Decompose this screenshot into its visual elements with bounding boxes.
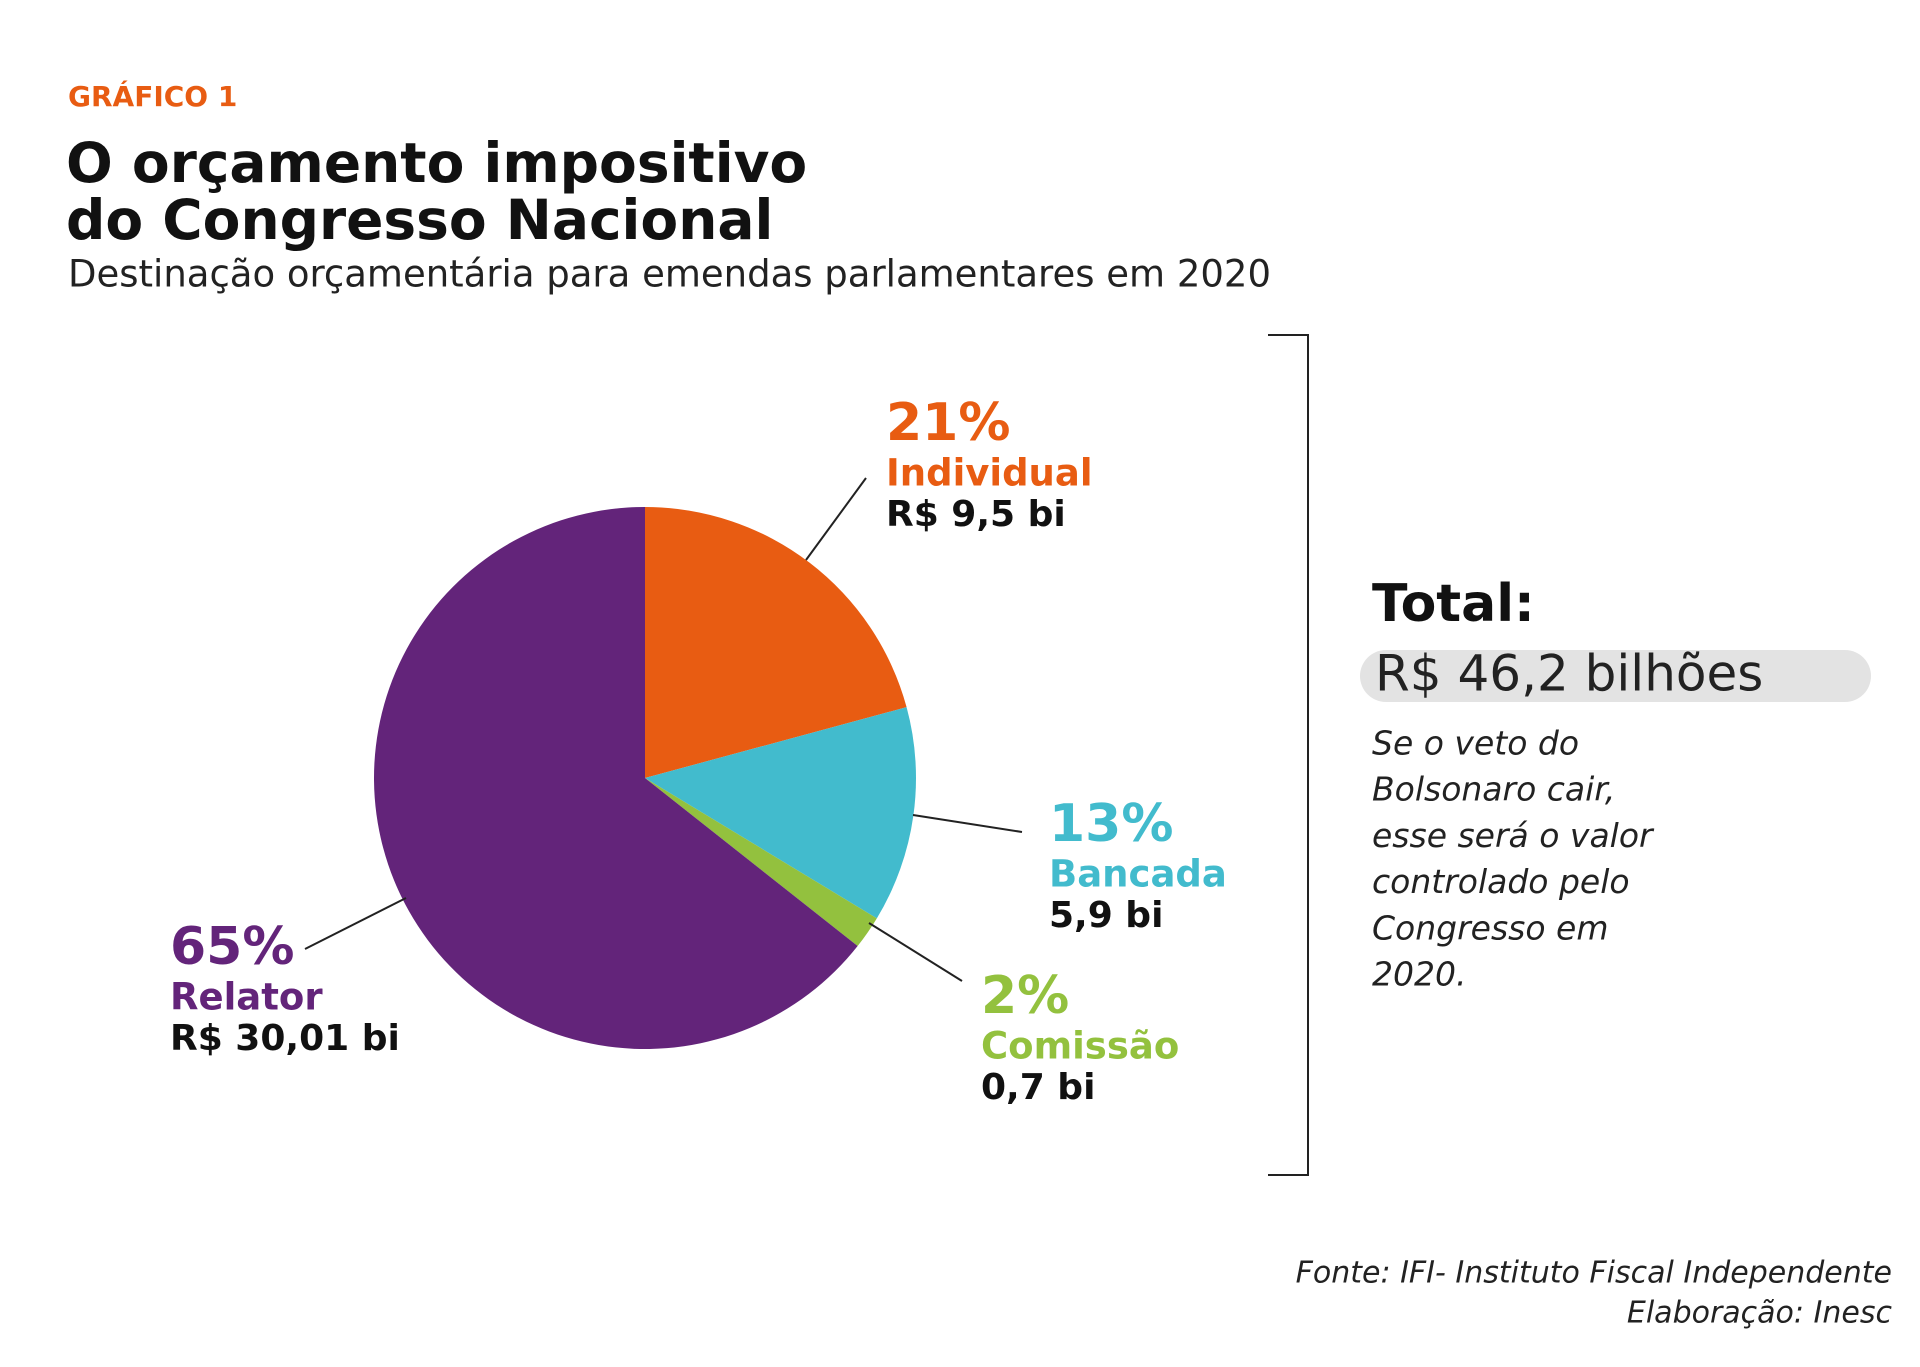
category-label: Individual <box>886 452 1093 495</box>
note-line: controlado pelo <box>1372 862 1630 901</box>
leader-line <box>304 897 407 950</box>
source: Fonte: IFI- Instituto Fiscal Independent… <box>1296 1256 1892 1291</box>
category-label: Comissão <box>981 1025 1179 1068</box>
leader-line <box>912 814 1023 833</box>
pie-slice <box>645 707 916 919</box>
value-label: 13% <box>1049 794 1173 854</box>
category-label: Bancada <box>1049 853 1227 896</box>
credit: Elaboração: Inesc <box>1627 1296 1893 1331</box>
amount-label: R$ 30,01 bi <box>170 1018 400 1059</box>
amount-label: R$ 9,5 bi <box>886 494 1066 535</box>
note-line: Congresso em <box>1372 908 1608 947</box>
note-line: Bolsonaro cair, <box>1372 770 1615 809</box>
pie-slice <box>645 507 907 778</box>
note-line: esse será o valor <box>1372 816 1655 855</box>
total-label: Total: <box>1372 574 1535 634</box>
pie-slice <box>374 507 858 1049</box>
amount-label: 0,7 bi <box>981 1067 1095 1108</box>
bracket <box>1268 334 1309 1176</box>
leader-line <box>805 477 867 561</box>
category-label: Relator <box>170 976 323 1019</box>
amount-label: 5,9 bi <box>1049 895 1163 936</box>
leader-line <box>868 922 963 982</box>
total-value: R$ 46,2 bilhões <box>1375 645 1763 703</box>
value-label: 65% <box>170 917 294 977</box>
note-line: 2020. <box>1372 955 1466 994</box>
chart-label: GRÁFICO 1 <box>68 79 237 113</box>
chart-title: do Congresso Nacional <box>66 188 773 252</box>
value-label: 2% <box>981 966 1069 1026</box>
chart-subtitle: Destinação orçamentária para emendas par… <box>68 253 1271 296</box>
chart-title: O orçamento impositivo <box>66 131 807 195</box>
note-line: Se o veto do <box>1372 724 1579 763</box>
pie-slice <box>645 778 877 947</box>
value-label: 21% <box>886 393 1010 453</box>
total-highlight <box>1360 650 1871 702</box>
